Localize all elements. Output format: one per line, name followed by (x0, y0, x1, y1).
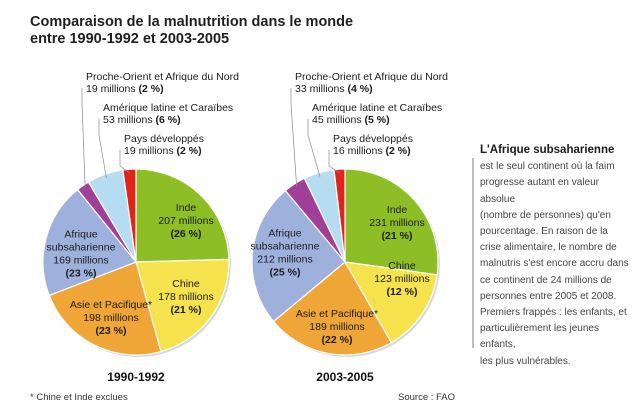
sidebar-line: crise alimentaire, le nombre de (480, 242, 617, 254)
slice-label-asie: Asie et Pacifique* (296, 308, 378, 320)
callout-label-developpes: Pays développés (124, 133, 204, 145)
slice-label-afrique: Afrique (64, 229, 97, 241)
slice-label-chine: (21 %) (171, 304, 202, 316)
pie-year-label: 1990-1992 (107, 370, 165, 384)
slice-label-afrique: Afrique (268, 228, 301, 240)
slice-label-afrique: subsaharienne (251, 241, 320, 253)
slice-label-chine: Chine (388, 260, 416, 272)
callout-value-orient: 19 millions (2 %) (86, 83, 164, 95)
slice-label-inde: Inde (387, 204, 408, 216)
slice-label-asie: (23 %) (96, 325, 127, 337)
slice-label-afrique: 169 millions (53, 255, 108, 267)
slice-label-inde: 207 millions (158, 215, 213, 227)
sidebar-line: Premiers frappés : les enfants, et (480, 307, 627, 319)
slice-label-afrique: subsaharienne (47, 242, 116, 254)
callout-leader-developpes (119, 150, 130, 174)
chart-title-line2: entre 1990-1992 et 2003-2005 (30, 31, 230, 47)
pie-slice-afrique (251, 189, 346, 323)
pie-slice-afrique (42, 188, 137, 297)
pie-slice-inde (344, 168, 439, 276)
slice-label-asie: 198 millions (83, 312, 138, 324)
callout-leader-orient (290, 88, 298, 188)
callout-label-amerique: Amérique latine et Caraïbes (312, 102, 442, 114)
sidebar-line: est le seul continent où la faim (480, 161, 615, 173)
sidebar-line: malnutris s'est encore accru dans (480, 258, 629, 270)
slice-label-chine: (12 %) (387, 286, 418, 298)
callout-leader-amerique (98, 119, 107, 179)
callout-label-orient: Proche-Orient et Afrique du Nord (86, 71, 239, 83)
pie-slice-asie (272, 261, 393, 356)
sidebar-line: personnes entre 2005 et 2008. (480, 290, 617, 302)
pie-2003-2005 (251, 168, 440, 357)
slice-label-asie: Asie et Pacifique* (70, 299, 152, 311)
slice-label-chine: Chine (172, 278, 200, 290)
sidebar-line: particulièrement les jeunes enfants, (480, 323, 599, 351)
slice-label-afrique: 212 millions (257, 254, 312, 266)
sidebar-divider (472, 158, 474, 348)
pie-year-label: 2003-2005 (316, 370, 374, 384)
slice-label-inde: (26 %) (171, 228, 202, 240)
sidebar-line: (nombre de personnes) qu'en (480, 209, 611, 221)
slice-label-inde: Inde (176, 202, 197, 214)
callout-value-developpes: 16 millions (2 %) (333, 145, 411, 157)
slice-label-afrique: (25 %) (270, 267, 301, 279)
sidebar-heading: L'Afrique subsaharienne (480, 144, 615, 156)
chart-title-line1: Comparaison de la malnutrition dans le m… (30, 14, 354, 30)
slice-label-afrique: (23 %) (66, 268, 97, 280)
chart-title: Comparaison de la malnutrition dans le m… (30, 14, 353, 48)
sidebar-line: les plus vulnérables. (480, 355, 571, 367)
pie-1990-1992 (42, 168, 231, 357)
callout-leader-amerique (307, 119, 321, 177)
slice-label-chine: 123 millions (374, 273, 429, 285)
slice-label-inde: (21 %) (382, 230, 413, 242)
callout-value-developpes: 19 millions (2 %) (124, 145, 202, 157)
sidebar-line: ce continent de 24 millions de (480, 274, 612, 286)
source-credit: Source : FAO (398, 392, 455, 403)
sidebar-line: pourcentage. En raison de la (480, 226, 608, 238)
footnote: * Chine et Inde exclues (30, 392, 128, 403)
callout-value-amerique: 53 millions (6 %) (103, 114, 181, 126)
callout-value-orient: 33 millions (4 %) (295, 83, 373, 95)
callout-label-developpes: Pays développés (333, 133, 413, 145)
slice-label-chine: 178 millions (158, 291, 213, 303)
pie-slice-inde (135, 168, 230, 263)
slice-label-asie: (22 %) (322, 334, 353, 346)
slice-label-asie: 189 millions (309, 321, 364, 333)
callout-label-amerique: Amérique latine et Caraïbes (103, 102, 233, 114)
callout-label-orient: Proche-Orient et Afrique du Nord (295, 71, 448, 83)
callout-leader-orient (81, 88, 86, 189)
pie-slice-developpes (122, 168, 137, 263)
sidebar-line: progresse autant en valeur absolue (480, 177, 599, 205)
callout-leader-developpes (328, 150, 340, 174)
pie-slice-chine (135, 258, 230, 353)
slice-label-inde: 231 millions (369, 217, 424, 229)
callout-value-amerique: 45 millions (5 %) (312, 114, 390, 126)
sidebar-note: L'Afrique subsaharienne est le seul cont… (472, 142, 630, 370)
pie-slice-chine (343, 261, 438, 344)
